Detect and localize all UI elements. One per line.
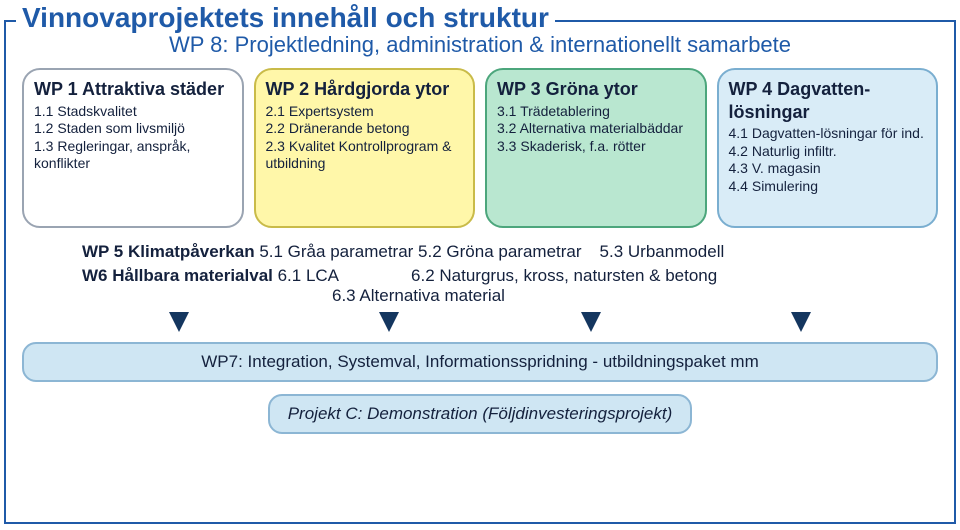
card-wp1: WP 1 Attraktiva städer1.1 Stadskvalitet1… (22, 68, 244, 228)
card-item: 1.3 Regleringar, anspråk, konflikter (34, 138, 232, 173)
card-item: 3.2 Alternativa materialbäddar (497, 120, 695, 138)
card-wp3: WP 3 Gröna ytor 3.1 Trädetablering3.2 Alt… (485, 68, 707, 228)
w6-extra: 6.2 Naturgrus, kross, natursten & betong (411, 266, 717, 285)
diagram-frame: Vinnovaprojektets innehåll och struktur … (4, 20, 956, 524)
projc-prefix: Projekt C (288, 404, 358, 423)
card-title-wp2: WP 2 Hårdgjorda ytor (266, 78, 464, 101)
card-title-wp1: WP 1 Attraktiva städer (34, 78, 232, 101)
card-item: 4.4 Simulering (729, 178, 927, 196)
card-item: 1.1 Stadskvalitet (34, 103, 232, 121)
w6-line2: 6.3 Alternativa material (332, 286, 938, 306)
frame-title: Vinnovaprojektets innehåll och struktur (16, 2, 555, 34)
down-arrow-icon (791, 312, 811, 332)
card-item: 2.1 Expertsystem (266, 103, 464, 121)
down-arrow-icon (581, 312, 601, 332)
w6-row: W6 Hållbara materialval 6.1 LCA 6.2 Natur… (82, 266, 938, 306)
down-arrow-icon (169, 312, 189, 332)
wp5-tail: 5.1 Gråa parametrar 5.2 Gröna parametrar (255, 242, 582, 261)
card-item: 1.2 Staden som livsmiljö (34, 120, 232, 138)
card-item: 2.3 Kvalitet Kontrollprogram & utbildnin… (266, 138, 464, 173)
subheader-wp8: WP 8: Projektledning, administration & i… (22, 32, 938, 58)
wp7-text: : Integration, Systemval, Informationssp… (238, 352, 759, 371)
wp7-bar: WP7: Integration, Systemval, Information… (22, 342, 938, 382)
wp5-extra: 5.3 Urbanmodell (600, 242, 725, 261)
w6-title: W6 Hållbara materialval (82, 266, 273, 285)
card-title-wp4: WP 4 Dagvatten-lösningar (729, 78, 927, 123)
wp5-row: WP 5 Klimatpåverkan 5.1 Gråa parametrar … (82, 242, 938, 262)
down-arrow-icon (379, 312, 399, 332)
card-wp2: WP 2 Hårdgjorda ytor 2.1 Expertsystem2.2 … (254, 68, 476, 228)
card-item: 3.3 Skaderisk, f.a. rötter (497, 138, 695, 156)
wp-card-row: WP 1 Attraktiva städer1.1 Stadskvalitet1… (22, 68, 938, 228)
w6-tail: 6.1 LCA (273, 266, 339, 285)
projc-text: : Demonstration (Följdinvesteringsprojek… (358, 404, 673, 423)
wp7-prefix: WP7 (201, 352, 238, 371)
card-item: 4.2 Naturlig infiltr. (729, 143, 927, 161)
card-item: 3.1 Trädetablering (497, 103, 695, 121)
card-item: 4.3 V. magasin (729, 160, 927, 178)
card-item: 2.2 Dränerande betong (266, 120, 464, 138)
wp5-title: WP 5 Klimatpåverkan (82, 242, 255, 261)
arrow-row (22, 310, 938, 338)
card-title-wp3: WP 3 Gröna ytor (497, 78, 695, 101)
project-c-bar: Projekt C: Demonstration (Följdinvesteri… (268, 394, 693, 434)
card-wp4: WP 4 Dagvatten-lösningar 4.1 Dagvatten-lö… (717, 68, 939, 228)
card-item: 4.1 Dagvatten-lösningar för ind. (729, 125, 927, 143)
